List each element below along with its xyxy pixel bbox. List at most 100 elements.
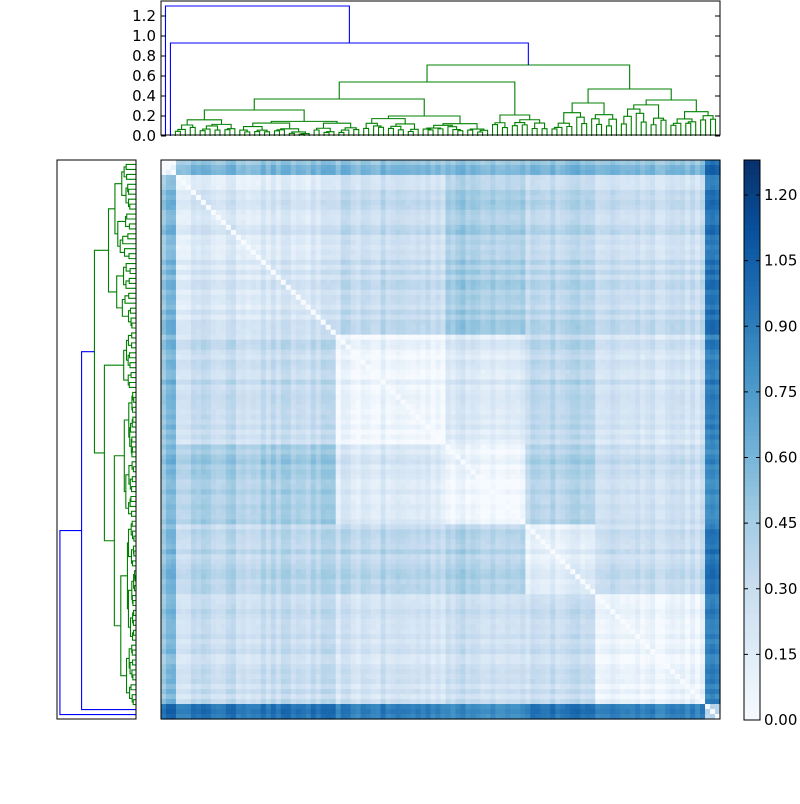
heatmap-cell	[575, 160, 581, 166]
heatmap-cell	[630, 320, 636, 326]
heatmap-cell	[291, 250, 297, 256]
heatmap-cell	[416, 275, 422, 281]
heatmap-cell	[650, 250, 656, 256]
heatmap-cell	[341, 205, 347, 211]
heatmap-cell	[660, 365, 666, 371]
heatmap-cell	[535, 350, 541, 356]
heatmap-cell	[590, 365, 596, 371]
heatmap-cell	[351, 180, 357, 186]
heatmap-cell	[705, 245, 711, 251]
heatmap-cell	[660, 225, 666, 231]
heatmap-cell	[660, 290, 666, 296]
heatmap-cell	[535, 200, 541, 206]
heatmap-cell	[311, 315, 317, 321]
heatmap-cell	[475, 180, 481, 186]
heatmap-cell	[570, 355, 576, 361]
heatmap-cell	[256, 240, 262, 246]
heatmap-cell	[336, 310, 342, 316]
heatmap-cell	[206, 220, 212, 226]
heatmap-cell	[401, 190, 407, 196]
heatmap-cell	[356, 305, 362, 311]
heatmap-cell	[625, 285, 631, 291]
heatmap-cell	[411, 225, 417, 231]
heatmap-cell	[630, 305, 636, 311]
heatmap-cell	[485, 225, 491, 231]
heatmap-cell	[565, 160, 571, 166]
heatmap-cell	[266, 235, 272, 241]
heatmap-cell	[660, 305, 666, 311]
heatmap-cell	[695, 275, 701, 281]
heatmap-cell	[450, 185, 456, 191]
left-dendrogram-link	[123, 236, 136, 243]
heatmap-cell	[445, 185, 451, 191]
heatmap-cell	[450, 220, 456, 226]
heatmap-cell	[346, 250, 352, 256]
heatmap-cell	[316, 185, 322, 191]
heatmap-cell	[455, 345, 461, 351]
heatmap-cell	[620, 250, 626, 256]
heatmap-cell	[615, 245, 621, 251]
heatmap-cell	[655, 260, 661, 266]
heatmap-cell	[570, 365, 576, 371]
heatmap-cell	[605, 250, 611, 256]
heatmap-cell	[256, 250, 262, 256]
heatmap-cell	[460, 190, 466, 196]
heatmap-cell	[301, 360, 307, 366]
heatmap-cell	[306, 355, 312, 361]
heatmap-cell	[575, 285, 581, 291]
heatmap-cell	[371, 260, 377, 266]
heatmap-cell	[630, 250, 636, 256]
heatmap-cell	[455, 210, 461, 216]
heatmap-cell	[256, 160, 262, 166]
heatmap-cell	[620, 240, 626, 246]
heatmap-cell	[605, 160, 611, 166]
heatmap-cell	[550, 310, 556, 316]
heatmap-cell	[276, 360, 282, 366]
heatmap-cell	[595, 170, 601, 176]
heatmap-cell	[610, 170, 616, 176]
heatmap-cell	[625, 365, 631, 371]
heatmap-cell	[221, 285, 227, 291]
heatmap-cell	[445, 215, 451, 221]
heatmap-cell	[371, 270, 377, 276]
heatmap-cell	[700, 195, 706, 201]
heatmap-cell	[381, 180, 387, 186]
heatmap-cell	[580, 205, 586, 211]
heatmap-cell	[336, 315, 342, 321]
heatmap-cell	[470, 190, 476, 196]
heatmap-cell	[431, 215, 437, 221]
heatmap-cell	[241, 285, 247, 291]
heatmap-cell	[426, 180, 432, 186]
heatmap-cell	[256, 205, 262, 211]
heatmap-cell	[286, 250, 292, 256]
heatmap-cell	[441, 310, 447, 316]
heatmap-cell	[176, 270, 182, 276]
heatmap-cell	[485, 210, 491, 216]
heatmap-cell	[246, 165, 252, 171]
heatmap-cell	[460, 315, 466, 321]
heatmap-cell	[301, 260, 307, 266]
heatmap-cell	[356, 250, 362, 256]
heatmap-cell	[286, 320, 292, 326]
heatmap-cell	[371, 180, 377, 186]
heatmap-cell	[710, 165, 716, 171]
heatmap-cell	[436, 205, 442, 211]
heatmap-cell	[485, 310, 491, 316]
heatmap-cell	[455, 365, 461, 371]
heatmap-cell	[341, 220, 347, 226]
heatmap-cell	[445, 325, 451, 331]
heatmap-cell	[246, 285, 252, 291]
heatmap-cell	[625, 160, 631, 166]
heatmap-cell	[256, 340, 262, 346]
heatmap-cell	[570, 330, 576, 336]
heatmap-cell	[381, 215, 387, 221]
heatmap-cell	[450, 310, 456, 316]
heatmap-cell	[376, 295, 382, 301]
heatmap-cell	[445, 280, 451, 286]
heatmap-cell	[196, 370, 202, 376]
heatmap-cell	[351, 260, 357, 266]
heatmap-cell	[326, 285, 332, 291]
heatmap-cell	[441, 205, 447, 211]
heatmap-cell	[436, 250, 442, 256]
heatmap-cell	[191, 275, 197, 281]
